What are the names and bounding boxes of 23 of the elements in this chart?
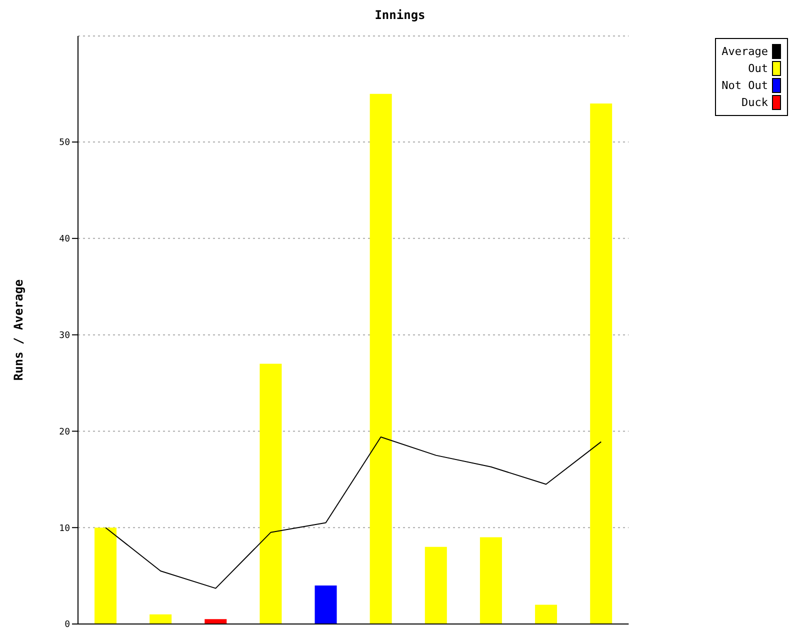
bar xyxy=(94,528,117,624)
bar xyxy=(424,546,447,624)
legend-label: Duck xyxy=(742,95,768,111)
y-tick-label: 0 xyxy=(64,620,70,630)
legend-label: Out xyxy=(748,61,768,77)
y-tick-label: 40 xyxy=(59,234,70,245)
y-tick-label: 50 xyxy=(59,138,70,148)
bar xyxy=(590,103,612,624)
chart-title: Innings xyxy=(374,8,426,24)
y-tick-label: 30 xyxy=(59,331,70,342)
bar xyxy=(150,614,172,624)
y-tick-label: 10 xyxy=(59,524,70,534)
y-axis-title: Runs / Average xyxy=(11,279,26,381)
bar xyxy=(204,619,227,624)
bar xyxy=(535,604,558,624)
bar xyxy=(314,585,337,624)
legend-label: Not Out xyxy=(722,78,768,94)
line-series xyxy=(105,436,602,589)
bar xyxy=(480,537,502,624)
bar xyxy=(260,364,282,624)
y-tick-label: 20 xyxy=(59,427,70,438)
bar xyxy=(370,94,392,624)
legend-label: Average xyxy=(722,44,768,60)
